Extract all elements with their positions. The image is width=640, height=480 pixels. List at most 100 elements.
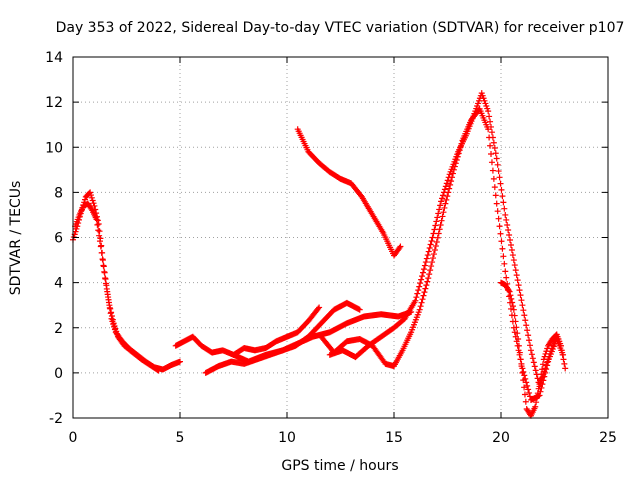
data-point	[487, 142, 494, 149]
data-point	[429, 259, 436, 266]
data-point	[90, 200, 97, 207]
data-point	[425, 275, 432, 282]
data-point	[525, 332, 532, 339]
data-point	[488, 151, 495, 158]
data-point	[527, 342, 534, 349]
data-point	[87, 192, 94, 199]
data-point	[427, 267, 434, 274]
x-tick-label: 15	[385, 430, 403, 446]
data-point	[114, 331, 121, 338]
data-point	[522, 398, 529, 405]
data-point	[440, 209, 447, 216]
data-point	[506, 231, 513, 238]
data-point	[420, 292, 427, 299]
data-point	[559, 351, 566, 358]
series-satellite-track-B	[72, 200, 162, 374]
data-point	[496, 174, 503, 181]
data-point	[530, 359, 537, 366]
data-point	[95, 227, 102, 234]
data-point	[524, 382, 531, 389]
data-point	[430, 251, 437, 258]
data-point	[424, 278, 431, 285]
data-point	[539, 366, 546, 373]
x-tick-label: 20	[492, 430, 510, 446]
data-point	[428, 238, 435, 245]
data-point	[107, 305, 114, 312]
series-satellite-track-F	[294, 126, 404, 259]
data-point	[490, 175, 497, 182]
data-point	[492, 192, 499, 199]
data-point	[88, 194, 95, 201]
data-point	[437, 202, 444, 209]
data-point	[520, 307, 527, 314]
data-point	[436, 206, 443, 213]
data-point	[421, 289, 428, 296]
data-point	[519, 369, 526, 376]
data-point	[423, 255, 430, 262]
data-point	[491, 184, 498, 191]
data-point	[514, 330, 521, 337]
data-point	[434, 214, 441, 221]
data-point	[429, 234, 436, 241]
data-point	[503, 216, 510, 223]
data-point	[72, 228, 79, 235]
data-point	[520, 368, 527, 375]
data-point	[493, 155, 500, 162]
data-point	[96, 238, 103, 245]
data-point	[515, 282, 522, 289]
data-point	[112, 325, 119, 332]
chart-title: Day 353 of 2022, Sidereal Day-to-day VTE…	[56, 20, 625, 36]
data-point	[515, 336, 522, 343]
data-point	[441, 204, 448, 211]
data-point	[443, 180, 450, 187]
data-point	[444, 177, 451, 184]
y-tick-label: 2	[54, 321, 63, 337]
data-point	[485, 108, 492, 115]
data-point	[525, 386, 532, 393]
data-point	[433, 239, 440, 246]
data-point	[425, 248, 432, 255]
data-point	[513, 272, 520, 279]
data-point	[498, 238, 505, 245]
y-tick-label: 10	[45, 140, 63, 156]
data-point	[538, 371, 545, 378]
data-point	[521, 384, 528, 391]
data-point	[418, 276, 425, 283]
data-point	[428, 263, 435, 270]
data-point	[422, 259, 429, 266]
data-point	[542, 350, 549, 357]
data-point	[99, 256, 106, 263]
data-point	[436, 226, 443, 233]
data-point	[87, 189, 94, 196]
data-point	[415, 287, 422, 294]
data-point	[511, 312, 518, 319]
data-point	[417, 280, 424, 287]
data-point	[420, 269, 427, 276]
data-point	[499, 245, 506, 252]
data-point	[526, 337, 533, 344]
data-point	[505, 226, 512, 233]
data-point	[95, 220, 102, 227]
data-point	[500, 199, 507, 206]
data-point	[494, 161, 501, 168]
data-point	[534, 375, 541, 382]
data-point	[524, 327, 531, 334]
y-axis: -2 0 2 4 6 8 10 12 14	[45, 50, 608, 427]
data-point	[111, 322, 118, 329]
data-point	[438, 217, 445, 224]
data-point	[414, 290, 421, 297]
data-point	[418, 299, 425, 306]
data-point	[492, 150, 499, 157]
data-point	[100, 262, 107, 269]
data-point	[446, 185, 453, 192]
plot-area	[70, 90, 569, 419]
data-point	[417, 303, 424, 310]
data-point	[533, 394, 540, 401]
data-point	[426, 271, 433, 278]
data-point	[522, 317, 529, 324]
data-point	[419, 296, 426, 303]
data-point	[521, 391, 528, 398]
data-point	[494, 208, 501, 215]
data-point	[509, 299, 516, 306]
x-tick-label: 0	[69, 430, 78, 446]
